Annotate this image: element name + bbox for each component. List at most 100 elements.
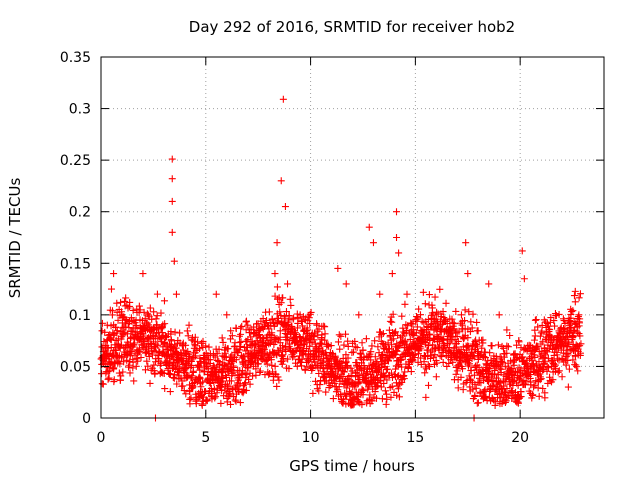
data-point xyxy=(168,352,176,360)
data-point xyxy=(184,347,192,355)
data-point xyxy=(382,400,390,408)
data-point xyxy=(368,397,376,405)
data-point xyxy=(285,312,293,320)
data-point xyxy=(153,312,161,320)
data-point xyxy=(576,290,584,298)
data-point xyxy=(315,369,323,377)
data-point xyxy=(271,362,279,370)
data-point xyxy=(273,283,281,291)
axis-ticks xyxy=(100,56,604,419)
data-point xyxy=(359,346,367,354)
data-point xyxy=(542,347,550,355)
data-point xyxy=(397,356,405,364)
data-point xyxy=(306,342,314,350)
data-point xyxy=(514,399,522,407)
data-point xyxy=(454,384,462,392)
data-point xyxy=(540,366,548,374)
data-point xyxy=(281,203,289,211)
data-point xyxy=(415,305,423,313)
data-point xyxy=(486,364,494,372)
data-point xyxy=(554,368,562,376)
data-point xyxy=(537,375,545,383)
data-point xyxy=(408,330,416,338)
data-point xyxy=(284,355,292,363)
data-point xyxy=(398,312,406,320)
data-point xyxy=(467,367,475,375)
data-point xyxy=(182,341,190,349)
data-point xyxy=(244,364,252,372)
data-point xyxy=(301,366,309,374)
data-point xyxy=(305,314,313,322)
data-point xyxy=(285,365,293,373)
data-point xyxy=(130,341,138,349)
data-point xyxy=(474,399,482,407)
data-point xyxy=(401,368,409,376)
data-point xyxy=(334,264,342,272)
data-point xyxy=(488,395,496,403)
data-point xyxy=(497,357,505,365)
data-point xyxy=(569,332,577,340)
plot-frame xyxy=(100,56,605,419)
data-point xyxy=(118,311,126,319)
data-point xyxy=(227,327,235,335)
data-point xyxy=(372,394,380,402)
data-point xyxy=(172,290,180,298)
data-point xyxy=(335,365,343,373)
data-point xyxy=(469,385,477,393)
data-point xyxy=(292,359,300,367)
data-point xyxy=(369,239,377,247)
data-point xyxy=(335,383,343,391)
data-point xyxy=(379,330,387,338)
data-point xyxy=(473,318,481,326)
data-point xyxy=(503,349,511,357)
data-point xyxy=(497,365,505,373)
data-point xyxy=(199,378,207,386)
data-point xyxy=(464,334,472,342)
data-point xyxy=(134,347,142,355)
y-tick-label: 0.15 xyxy=(60,256,91,272)
data-point xyxy=(470,371,478,379)
data-point xyxy=(168,197,176,205)
data-point xyxy=(105,374,113,382)
data-point xyxy=(321,336,329,344)
data-point xyxy=(103,321,111,329)
data-point xyxy=(275,376,283,384)
data-point xyxy=(205,343,213,351)
data-point xyxy=(268,361,276,369)
data-point xyxy=(125,361,133,369)
data-point xyxy=(271,335,279,343)
data-point xyxy=(420,358,428,366)
data-point xyxy=(490,396,498,404)
data-point xyxy=(378,395,386,403)
data-point xyxy=(104,375,112,383)
x-axis-label: GPS time / hours xyxy=(289,457,415,475)
data-point xyxy=(478,344,486,352)
data-point xyxy=(168,155,176,163)
data-point xyxy=(453,352,461,360)
data-point xyxy=(363,369,371,377)
data-point xyxy=(188,355,196,363)
data-point xyxy=(218,334,226,342)
data-point xyxy=(212,393,220,401)
data-point xyxy=(191,333,199,341)
data-point xyxy=(166,370,174,378)
data-point xyxy=(433,359,441,367)
data-point xyxy=(173,380,181,388)
data-point xyxy=(553,348,561,356)
data-point xyxy=(203,396,211,404)
data-point xyxy=(350,400,358,408)
data-point xyxy=(334,386,342,394)
data-point xyxy=(259,353,267,361)
data-point xyxy=(359,387,367,395)
data-point xyxy=(562,346,570,354)
data-point xyxy=(256,368,264,376)
data-point xyxy=(203,397,211,405)
data-point xyxy=(219,338,227,346)
data-point xyxy=(347,372,355,380)
data-point xyxy=(237,324,245,332)
data-point xyxy=(342,330,350,338)
data-point xyxy=(215,345,223,353)
data-point xyxy=(425,381,433,389)
data-point xyxy=(256,367,264,375)
